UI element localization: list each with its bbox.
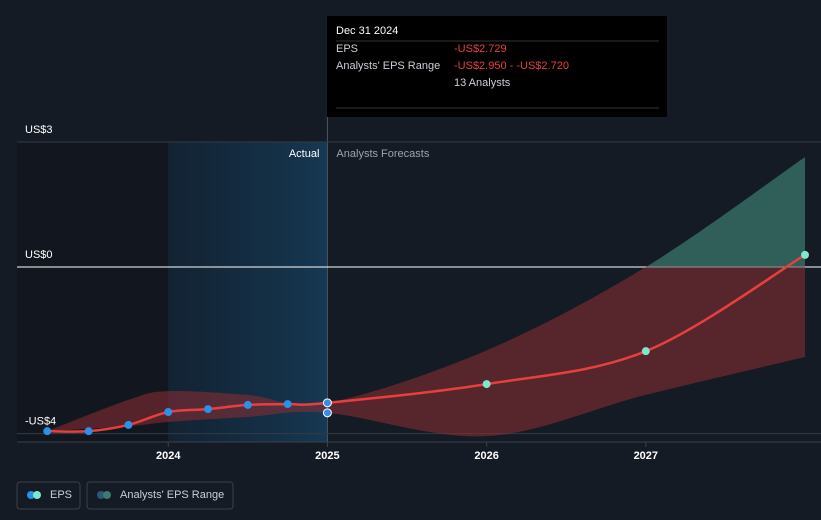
legend-label: EPS xyxy=(50,489,72,501)
eps-point xyxy=(204,405,213,414)
eps-point xyxy=(283,400,292,409)
x-tick-label: 2024 xyxy=(156,450,181,462)
legend: EPS Analysts' EPS Range xyxy=(16,481,234,510)
tooltip-label: Analysts' EPS Range xyxy=(336,60,440,72)
tooltip-date: Dec 31 2024 xyxy=(336,25,398,37)
eps-point xyxy=(482,380,491,389)
eps-point xyxy=(641,347,650,356)
forecast-label: Analysts Forecasts xyxy=(336,148,429,160)
x-tick-label: 2026 xyxy=(474,450,498,462)
eps-point xyxy=(243,400,252,409)
range-area xyxy=(645,157,805,267)
legend-marker xyxy=(27,491,35,499)
legend-item[interactable] xyxy=(16,481,81,510)
range-point xyxy=(322,408,332,418)
eps-point xyxy=(322,398,332,408)
eps-point xyxy=(164,408,173,416)
y-tick-label: US$0 xyxy=(25,249,53,261)
x-tick-label: 2025 xyxy=(315,450,339,462)
eps-point xyxy=(43,427,52,436)
eps-point xyxy=(84,427,93,436)
eps-point xyxy=(124,420,133,429)
legend-marker xyxy=(97,491,105,499)
y-tick-label: US$3 xyxy=(25,124,53,136)
tooltip-label: EPS xyxy=(336,43,358,55)
y-tick-label: -US$4 xyxy=(25,416,56,428)
tooltip-value: -US$2.950 - -US$2.720 xyxy=(454,60,569,72)
past-region xyxy=(17,142,169,442)
tooltip: Dec 31 2024 EPS -US$2.729 Analysts' EPS … xyxy=(327,16,667,117)
actual-label: Actual xyxy=(289,148,320,160)
legend-item[interactable] xyxy=(86,481,234,510)
legend-marker xyxy=(103,491,111,499)
legend-label: Analysts' EPS Range xyxy=(120,489,224,501)
eps-point xyxy=(801,250,809,259)
x-tick-label: 2027 xyxy=(634,450,658,462)
legend-marker xyxy=(33,491,41,499)
tooltip-value: 13 Analysts xyxy=(454,77,511,89)
tooltip-box xyxy=(327,16,667,117)
tooltip-value: -US$2.729 xyxy=(454,43,507,55)
range-area xyxy=(47,267,805,437)
